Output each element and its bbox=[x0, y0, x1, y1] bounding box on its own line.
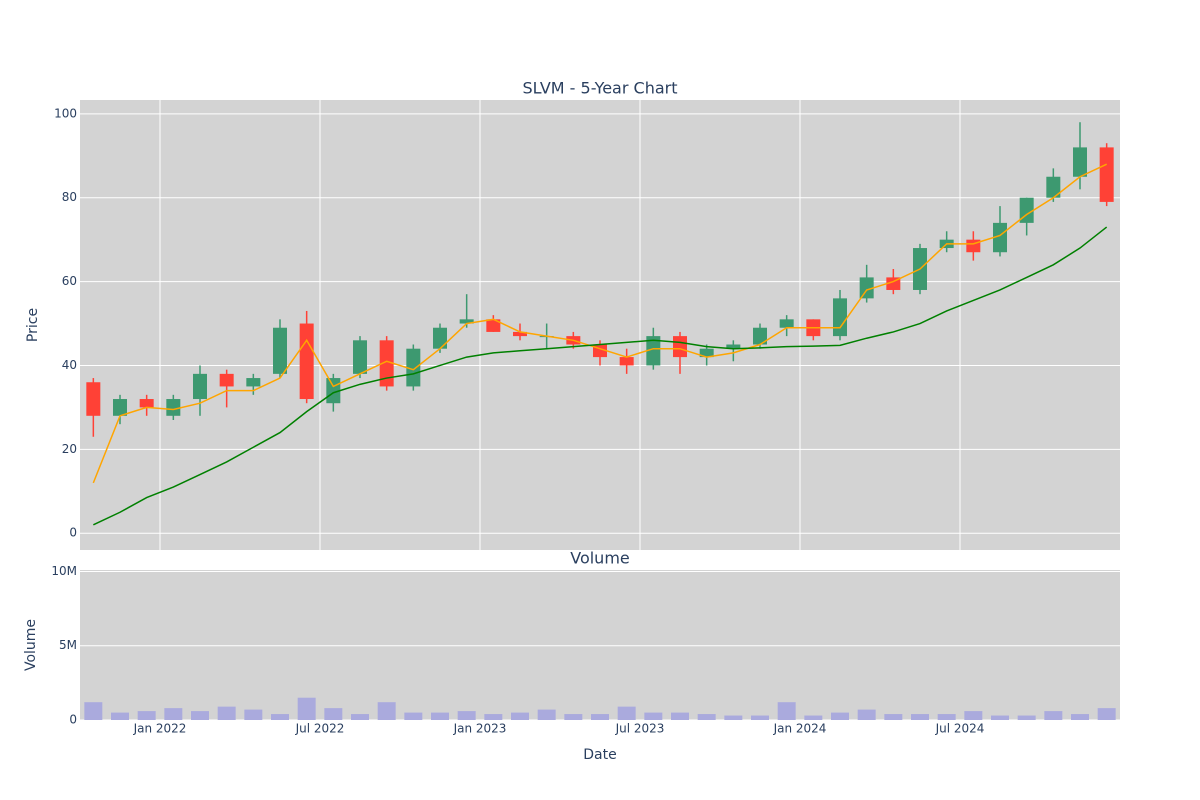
y-tick-label: 0 bbox=[69, 526, 77, 540]
y-tick-label: 20 bbox=[62, 442, 77, 456]
volume-bar bbox=[751, 715, 769, 720]
candle-body bbox=[219, 373, 234, 387]
x-tick-label: Jan 2024 bbox=[773, 722, 827, 736]
y-tick-label: 5M bbox=[59, 638, 77, 652]
candle-body bbox=[139, 399, 154, 408]
volume-bar bbox=[457, 711, 476, 720]
volume-bar bbox=[137, 711, 156, 720]
candle-body bbox=[406, 348, 421, 387]
candle-body bbox=[353, 340, 367, 374]
volume-bar bbox=[244, 709, 263, 720]
moving-average-line bbox=[92, 163, 1107, 484]
candle-body bbox=[1073, 147, 1087, 177]
moving-average-line bbox=[93, 226, 1108, 526]
volume-bar bbox=[1071, 714, 1089, 720]
volume-bar bbox=[804, 715, 823, 720]
candle-body bbox=[779, 319, 794, 328]
volume-bar bbox=[404, 712, 423, 720]
volume-bar bbox=[644, 712, 663, 720]
volume-bar bbox=[191, 711, 209, 720]
volume-bar bbox=[777, 702, 796, 720]
chart-title: SLVM - 5-Year Chart bbox=[523, 79, 678, 98]
candle-body bbox=[833, 298, 847, 337]
y-tick-label: 40 bbox=[62, 358, 77, 372]
y-tick-label: 10M bbox=[51, 564, 77, 578]
volume-plot-area bbox=[80, 570, 1120, 720]
volume-bar bbox=[617, 706, 636, 720]
x-tick-label: Jul 2024 bbox=[935, 722, 985, 736]
candle-body bbox=[459, 319, 474, 324]
candle-body bbox=[166, 399, 181, 416]
x-tick-label: Jan 2022 bbox=[133, 722, 187, 736]
candle-body bbox=[486, 319, 501, 332]
marks: 0 20 40 60 80 100 0 5M 10M Jan 2022 Jul 2022 Jan 20… bbox=[51, 100, 1120, 736]
candle-body bbox=[299, 323, 314, 400]
volume-bar bbox=[697, 714, 716, 720]
candle-body bbox=[86, 382, 101, 416]
x-axis-title: Date bbox=[583, 747, 616, 763]
volume-bar bbox=[591, 714, 609, 720]
volume-bar bbox=[991, 715, 1009, 720]
candle-body bbox=[379, 340, 394, 387]
y-tick-label: 60 bbox=[62, 274, 77, 288]
candle-body bbox=[619, 357, 634, 366]
volume-bar bbox=[511, 712, 529, 720]
volume-bar bbox=[724, 715, 743, 720]
volume-bar bbox=[937, 714, 956, 720]
volume-bar bbox=[484, 714, 503, 720]
volume-bar bbox=[324, 708, 343, 720]
candle-body bbox=[273, 327, 287, 374]
volume-bar bbox=[297, 697, 316, 720]
candle-body bbox=[859, 277, 874, 299]
candle-body bbox=[673, 336, 687, 358]
candle-body bbox=[113, 399, 127, 416]
candle-body bbox=[1046, 176, 1061, 198]
x-tick-label: Jul 2023 bbox=[615, 722, 665, 736]
x-tick-label: Jul 2022 bbox=[295, 722, 345, 736]
y-tick-label: 80 bbox=[62, 190, 77, 204]
volume-bar bbox=[911, 714, 929, 720]
volume-bar bbox=[831, 712, 849, 720]
volume-bar bbox=[84, 702, 103, 720]
candle-body bbox=[246, 378, 261, 387]
volume-bar bbox=[271, 714, 289, 720]
candle-body bbox=[1099, 147, 1114, 202]
volume-bar bbox=[377, 702, 396, 720]
y-axis-title: Price bbox=[25, 308, 41, 342]
volume-bar bbox=[351, 714, 369, 720]
x-tick-label: Jan 2023 bbox=[453, 722, 507, 736]
volume-bar bbox=[111, 712, 129, 720]
volume-bar bbox=[964, 711, 983, 720]
volume-bar bbox=[431, 712, 449, 720]
candle-body bbox=[433, 327, 447, 349]
candle-body bbox=[513, 331, 527, 337]
volume-bar bbox=[1097, 708, 1116, 720]
volume-bar bbox=[217, 706, 236, 720]
candle-body bbox=[193, 373, 207, 400]
volume-bar bbox=[1044, 711, 1063, 720]
volume-bar bbox=[884, 714, 903, 720]
volume-bar bbox=[164, 708, 183, 720]
volume-bar bbox=[671, 712, 689, 720]
volume-bar bbox=[1017, 715, 1036, 720]
volume-bar bbox=[857, 709, 876, 720]
y-axis-title: Volume bbox=[23, 619, 39, 671]
candle-body bbox=[726, 344, 741, 349]
volume-bar bbox=[564, 714, 583, 720]
candle-body bbox=[646, 336, 661, 366]
volume-title: Volume bbox=[570, 549, 630, 568]
candle-body bbox=[699, 348, 714, 358]
y-tick-label: 0 bbox=[69, 713, 77, 727]
candle-body bbox=[993, 222, 1007, 253]
y-tick-label: 100 bbox=[54, 106, 77, 120]
price-plot-area bbox=[80, 100, 1120, 550]
candle-body bbox=[753, 327, 767, 345]
volume-bar bbox=[537, 709, 556, 720]
